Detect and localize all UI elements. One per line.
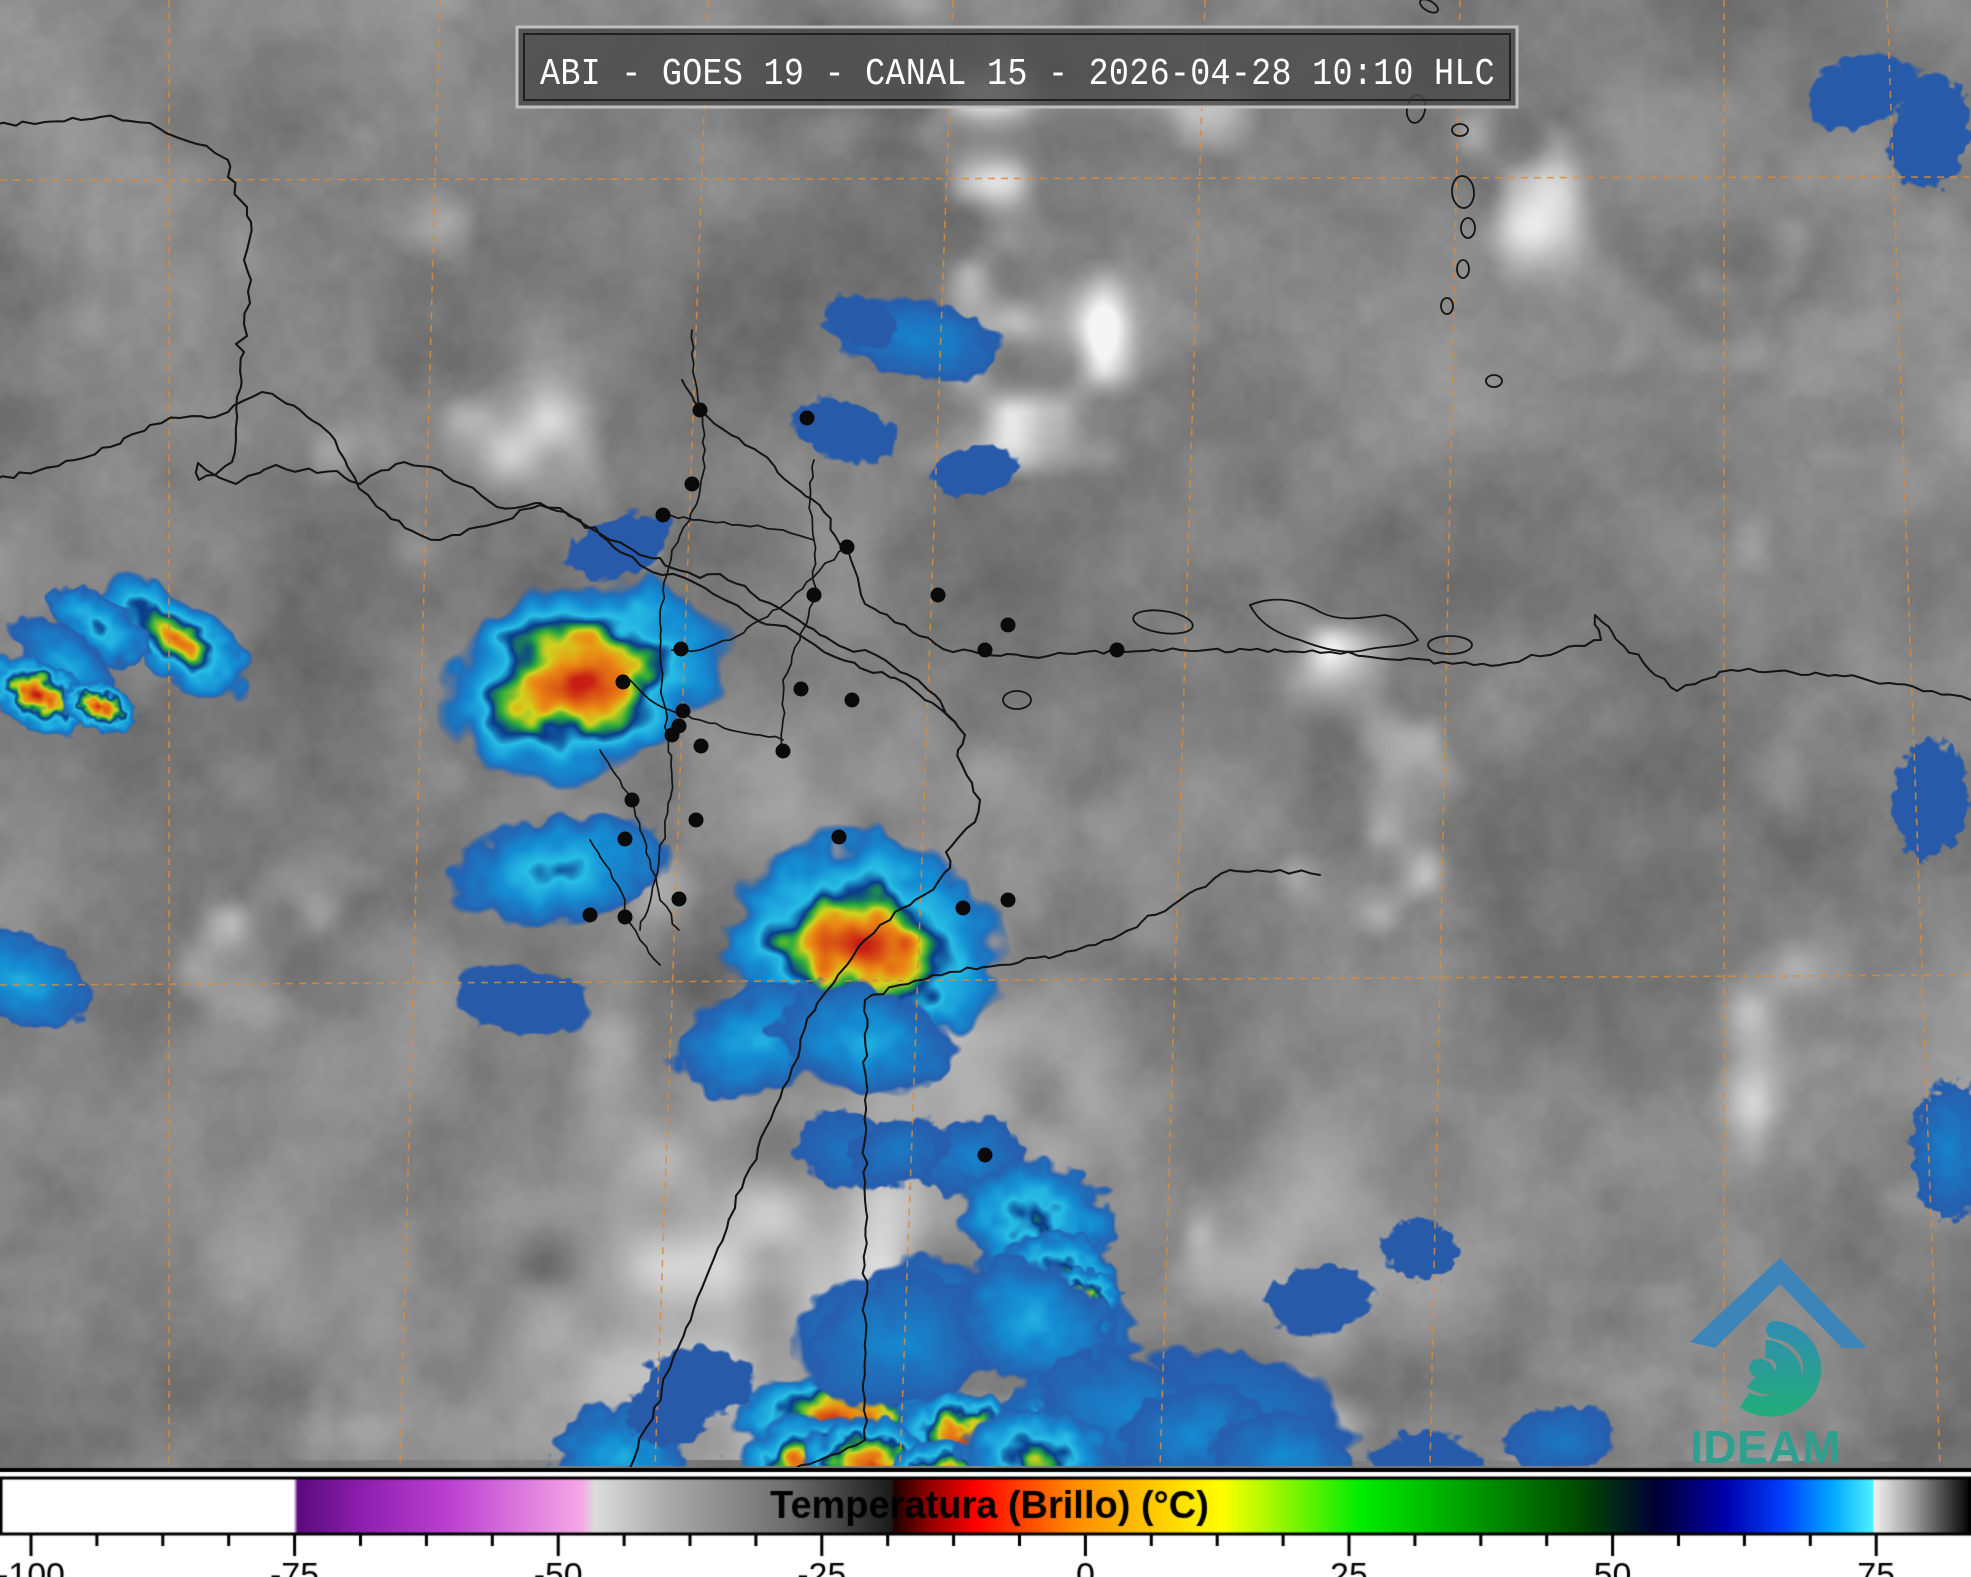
svg-text:IDEAM: IDEAM <box>1690 1421 1841 1473</box>
svg-text:ABI - GOES 19 - CANAL 15 - 202: ABI - GOES 19 - CANAL 15 - 2026-04-28 10… <box>540 53 1495 96</box>
